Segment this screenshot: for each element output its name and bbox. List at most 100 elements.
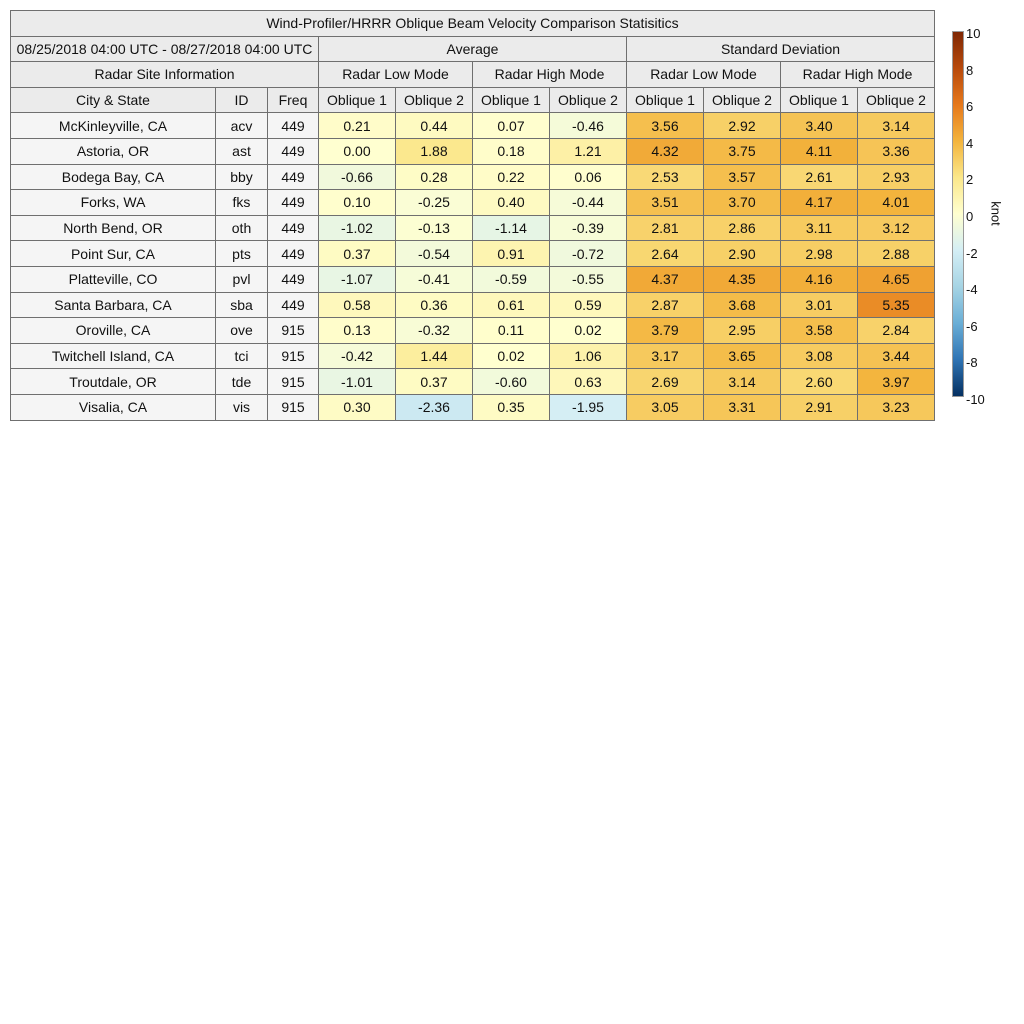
value-cell: 0.63 [549, 368, 627, 395]
value-cell: -0.25 [395, 189, 473, 216]
value-cell: 0.02 [549, 317, 627, 344]
value-cell: 3.70 [703, 189, 781, 216]
city-cell: Santa Barbara, CA [10, 291, 216, 319]
value-cell: -0.66 [318, 163, 396, 191]
freq-cell: 449 [267, 265, 319, 293]
freq-cell: 449 [267, 291, 319, 319]
oblique-1-header: Oblique 1 [626, 86, 704, 114]
value-cell: 0.59 [549, 291, 627, 319]
city-cell: Astoria, OR [10, 137, 216, 165]
value-cell: 0.13 [318, 317, 396, 344]
statistics-table: Wind-Profiler/HRRR Oblique Beam Velocity… [10, 10, 935, 421]
value-cell: 3.40 [780, 112, 858, 139]
value-cell: 1.06 [549, 342, 627, 370]
value-cell: 3.58 [780, 317, 858, 344]
value-cell: -1.95 [549, 393, 627, 421]
freq-cell: 449 [267, 240, 319, 267]
value-cell: -0.42 [318, 342, 396, 370]
city-column-header: City & State [10, 86, 216, 114]
value-cell: 3.36 [857, 137, 935, 165]
colorbar-tick-label: 8 [966, 62, 974, 78]
colorbar-tick-label: -2 [966, 245, 978, 261]
value-cell: 3.65 [703, 342, 781, 370]
colorbar-unit-label: knot [988, 201, 1004, 226]
value-cell: 2.92 [703, 112, 781, 139]
site-id-cell: ove [215, 317, 268, 344]
freq-cell: 915 [267, 317, 319, 344]
table-row: Forks, WA fks 449 0.10 -0.25 0.40 -0.44 3.51 3.7… [10, 189, 935, 216]
value-cell: 0.00 [318, 137, 396, 165]
value-cell: 3.57 [703, 163, 781, 191]
freq-cell: 915 [267, 342, 319, 370]
value-cell: -0.39 [549, 214, 627, 242]
value-cell: 0.07 [472, 112, 550, 139]
freq-cell: 915 [267, 393, 319, 421]
table-row: Point Sur, CA pts 449 0.37 -0.54 0.91 -0.72 2.6… [10, 240, 935, 267]
table-row: Astoria, OR ast 449 0.00 1.88 0.18 1.21 4.32 3.7… [10, 137, 935, 165]
city-cell: North Bend, OR [10, 214, 216, 242]
value-cell: -2.36 [395, 393, 473, 421]
value-cell: 2.98 [780, 240, 858, 267]
value-cell: -0.59 [472, 265, 550, 293]
table-row: McKinleyville, CA acv 449 0.21 0.44 0.07 -0.46… [10, 112, 935, 139]
colorbar-tick-label: 4 [966, 135, 974, 151]
site-id-cell: oth [215, 214, 268, 242]
value-cell: -1.07 [318, 265, 396, 293]
table-row: Troutdale, OR tde 915 -1.01 0.37 -0.60 0.63 2.6… [10, 368, 935, 395]
value-cell: 4.37 [626, 265, 704, 293]
city-cell: Bodega Bay, CA [10, 163, 216, 191]
city-cell: Platteville, CO [10, 265, 216, 293]
value-cell: 2.69 [626, 368, 704, 395]
value-cell: 0.11 [472, 317, 550, 344]
value-cell: 1.44 [395, 342, 473, 370]
value-cell: 4.11 [780, 137, 858, 165]
value-cell: 0.28 [395, 163, 473, 191]
value-cell: -1.02 [318, 214, 396, 242]
value-cell: 0.18 [472, 137, 550, 165]
value-cell: 0.21 [318, 112, 396, 139]
site-id-cell: tde [215, 368, 268, 395]
avg-low-mode-header: Radar Low Mode [318, 61, 473, 88]
value-cell: 4.35 [703, 265, 781, 293]
value-cell: 3.56 [626, 112, 704, 139]
site-id-cell: sba [215, 291, 268, 319]
value-cell: 2.61 [780, 163, 858, 191]
oblique-1-header: Oblique 1 [318, 86, 396, 114]
city-cell: Visalia, CA [10, 393, 216, 421]
colorbar-tick-label: 6 [966, 99, 974, 115]
city-cell: Point Sur, CA [10, 240, 216, 267]
value-cell: 2.90 [703, 240, 781, 267]
value-cell: 5.35 [857, 291, 935, 319]
value-cell: 2.84 [857, 317, 935, 344]
value-cell: 4.16 [780, 265, 858, 293]
value-cell: -1.14 [472, 214, 550, 242]
value-cell: 0.37 [395, 368, 473, 395]
site-id-cell: bby [215, 163, 268, 191]
value-cell: -0.41 [395, 265, 473, 293]
date-range: 08/25/2018 04:00 UTC - 08/27/2018 04:00 … [10, 35, 319, 63]
value-cell: 2.88 [857, 240, 935, 267]
value-cell: 3.75 [703, 137, 781, 165]
value-cell: 3.51 [626, 189, 704, 216]
oblique-2-header: Oblique 2 [395, 86, 473, 114]
site-id-cell: vis [215, 393, 268, 421]
table-title: Wind-Profiler/HRRR Oblique Beam Velocity… [10, 10, 935, 37]
value-cell: 2.64 [626, 240, 704, 267]
value-cell: 0.61 [472, 291, 550, 319]
table-row: North Bend, OR oth 449 -1.02 -0.13 -1.14 -0.39… [10, 214, 935, 242]
value-cell: 3.01 [780, 291, 858, 319]
value-cell: -0.32 [395, 317, 473, 344]
site-id-cell: fks [215, 189, 268, 216]
value-cell: -0.44 [549, 189, 627, 216]
std-high-mode-header: Radar High Mode [780, 61, 935, 88]
colorbar-tick-label: -4 [966, 282, 978, 298]
value-cell: 3.05 [626, 393, 704, 421]
city-cell: Troutdale, OR [10, 368, 216, 395]
value-cell: 1.88 [395, 137, 473, 165]
value-cell: 1.21 [549, 137, 627, 165]
colorbar-tick-label: -10 [966, 392, 985, 407]
freq-cell: 449 [267, 137, 319, 165]
std-low-mode-header: Radar Low Mode [626, 61, 781, 88]
oblique-2-header: Oblique 2 [549, 86, 627, 114]
value-cell: 3.12 [857, 214, 935, 242]
